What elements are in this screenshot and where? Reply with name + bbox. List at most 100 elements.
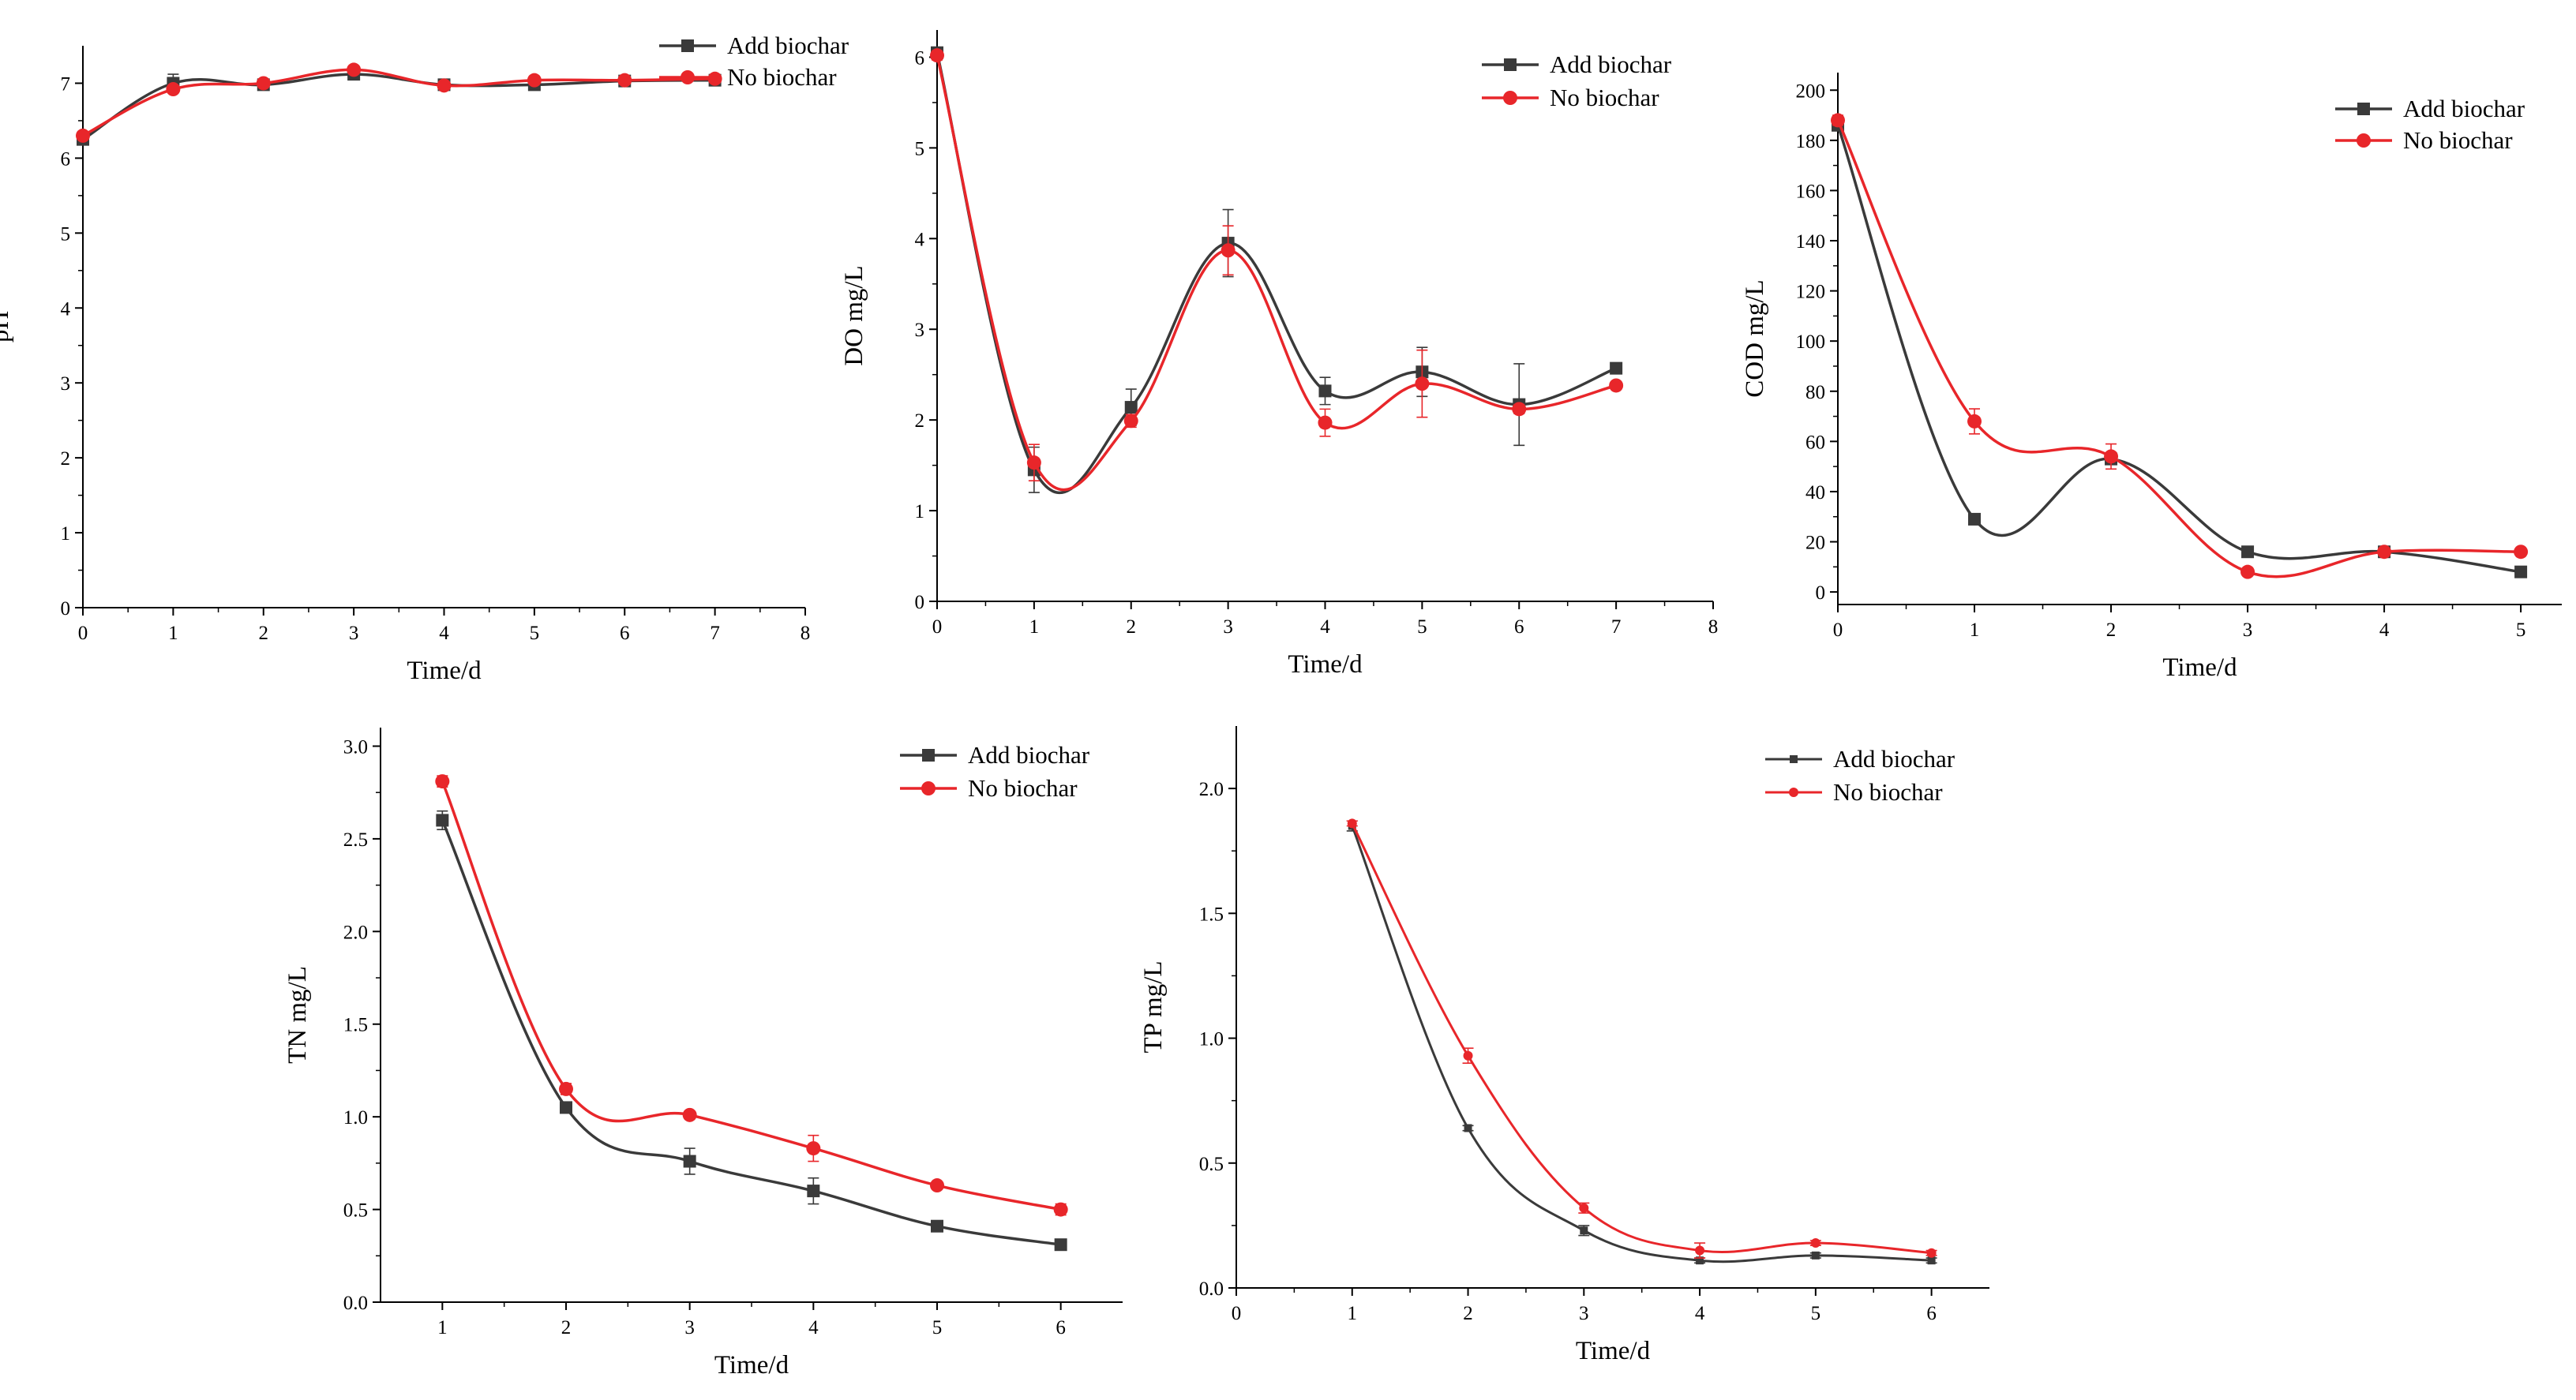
legend-marker xyxy=(921,781,936,795)
y-tick-label: 0 xyxy=(61,598,71,620)
series-line xyxy=(1351,825,1932,1263)
y-tick-label: 180 xyxy=(1796,131,1826,152)
legend-marker xyxy=(1790,755,1798,763)
series-line xyxy=(441,780,1062,1211)
x-tick-label: 0 xyxy=(78,623,88,644)
y-tick-label: 1.5 xyxy=(1199,904,1224,925)
data-point xyxy=(931,1219,943,1233)
series-add-biochar xyxy=(1346,820,1937,1265)
x-axis-label: Time/d xyxy=(1576,1337,1651,1365)
data-point xyxy=(559,1081,573,1096)
data-point xyxy=(1318,384,1332,398)
y-tick-label: 0.5 xyxy=(343,1200,368,1222)
data-point xyxy=(2104,449,2119,464)
x-tick-label: 8 xyxy=(801,623,811,644)
data-point xyxy=(1968,512,1982,526)
y-tick-label: 20 xyxy=(1805,533,1825,554)
data-point xyxy=(527,73,542,88)
x-tick-label: 0 xyxy=(932,616,943,638)
y-tick-label: 0 xyxy=(1816,582,1826,604)
x-axis-label: Time/d xyxy=(714,1351,789,1379)
data-point xyxy=(1415,376,1430,391)
data-point xyxy=(256,76,271,91)
data-point xyxy=(1609,378,1624,393)
y-tick-label: 2.0 xyxy=(343,922,368,943)
data-point xyxy=(1026,455,1041,470)
data-point xyxy=(1347,818,1357,829)
legend-label: No biochar xyxy=(2403,126,2513,154)
x-tick-label: 3 xyxy=(684,1317,695,1338)
legend-label: No biochar xyxy=(968,774,1078,802)
data-point xyxy=(1318,415,1333,430)
x-tick-label: 4 xyxy=(439,623,449,644)
x-tick-label: 5 xyxy=(1417,616,1427,638)
data-point xyxy=(166,82,181,97)
x-tick-label: 0 xyxy=(1833,620,1843,641)
data-point xyxy=(682,1107,697,1122)
y-axis-label: DO mg/L xyxy=(840,265,868,365)
y-tick-label: 100 xyxy=(1796,331,1826,353)
x-tick-label: 3 xyxy=(1223,616,1233,638)
legend-marker xyxy=(1504,58,1517,71)
legend-label: Add biochar xyxy=(727,32,849,59)
y-tick-label: 2.0 xyxy=(1199,779,1224,800)
x-tick-label: 3 xyxy=(349,623,359,644)
legend-marker xyxy=(1503,91,1517,105)
series-line xyxy=(936,52,1617,494)
legend-label: Add biochar xyxy=(968,741,1090,769)
x-tick-label: 7 xyxy=(1611,616,1622,638)
series-no-biochar xyxy=(435,774,1068,1217)
chart-tp: 0 1 2 3 4 5 6 0.0 0.5 1.0 1.5 2.0 Time/d TP mg/L Add b… xyxy=(1139,726,1989,1365)
series-no-biochar xyxy=(1346,818,1937,1259)
series-no-biochar xyxy=(1831,113,2529,579)
data-point xyxy=(1967,414,1982,429)
x-tick-label: 2 xyxy=(259,623,269,644)
data-point xyxy=(1124,401,1138,414)
legend: Add biochar No biochar xyxy=(659,32,849,91)
legend-marker xyxy=(681,39,694,52)
y-tick-label: 200 xyxy=(1796,80,1826,102)
legend: Add biochar No biochar xyxy=(1765,745,1955,806)
x-tick-label: 3 xyxy=(2243,620,2253,641)
series-add-biochar xyxy=(1832,118,2528,578)
x-tick-label: 7 xyxy=(710,623,720,644)
data-point xyxy=(2377,545,2392,560)
series-add-biochar xyxy=(931,46,1623,494)
x-tick-label: 1 xyxy=(168,623,178,644)
data-point xyxy=(1054,1238,1067,1252)
legend-label: Add biochar xyxy=(1833,745,1955,773)
data-point xyxy=(930,48,944,63)
data-point xyxy=(560,1101,572,1114)
data-point xyxy=(1610,361,1623,375)
y-tick-label: 160 xyxy=(1796,181,1826,202)
series-line xyxy=(1836,119,2522,578)
x-tick-label: 4 xyxy=(2379,620,2390,641)
x-tick-label: 1 xyxy=(1348,1303,1358,1324)
x-tick-label: 6 xyxy=(1514,616,1524,638)
legend-marker xyxy=(1789,788,1798,797)
x-tick-label: 5 xyxy=(530,623,540,644)
chart-tn: 1 2 3 4 5 6 0.0 0.5 1.0 1.5 2.0 2.5 3.0 Time/d TN mg/L… xyxy=(283,728,1123,1379)
legend-label: Add biochar xyxy=(1550,51,1672,78)
y-tick-label: 5 xyxy=(915,138,925,159)
x-tick-label: 2 xyxy=(1127,616,1137,638)
data-point xyxy=(1580,1226,1588,1235)
x-tick-label: 6 xyxy=(620,623,630,644)
y-tick-label: 40 xyxy=(1805,482,1825,503)
data-point xyxy=(1831,113,1845,128)
data-point xyxy=(1221,243,1236,258)
x-tick-label: 5 xyxy=(2516,620,2526,641)
y-tick-label: 6 xyxy=(915,47,925,69)
y-axis-label: TN mg/L xyxy=(283,966,312,1064)
legend-label: No biochar xyxy=(1833,778,1943,806)
data-point xyxy=(436,814,449,827)
y-axis-label: pH xyxy=(0,311,14,343)
y-tick-label: 2 xyxy=(915,410,925,432)
y-tick-label: 3 xyxy=(61,373,71,395)
data-point xyxy=(437,78,452,93)
series-add-biochar xyxy=(436,810,1067,1252)
y-tick-label: 0 xyxy=(915,592,925,613)
chart-ph: 0 1 2 3 4 5 6 7 8 0 1 2 3 4 5 6 7 Time/d pH Add biochar No b… xyxy=(0,32,849,685)
y-axis-label: COD mg/L xyxy=(1741,279,1769,397)
